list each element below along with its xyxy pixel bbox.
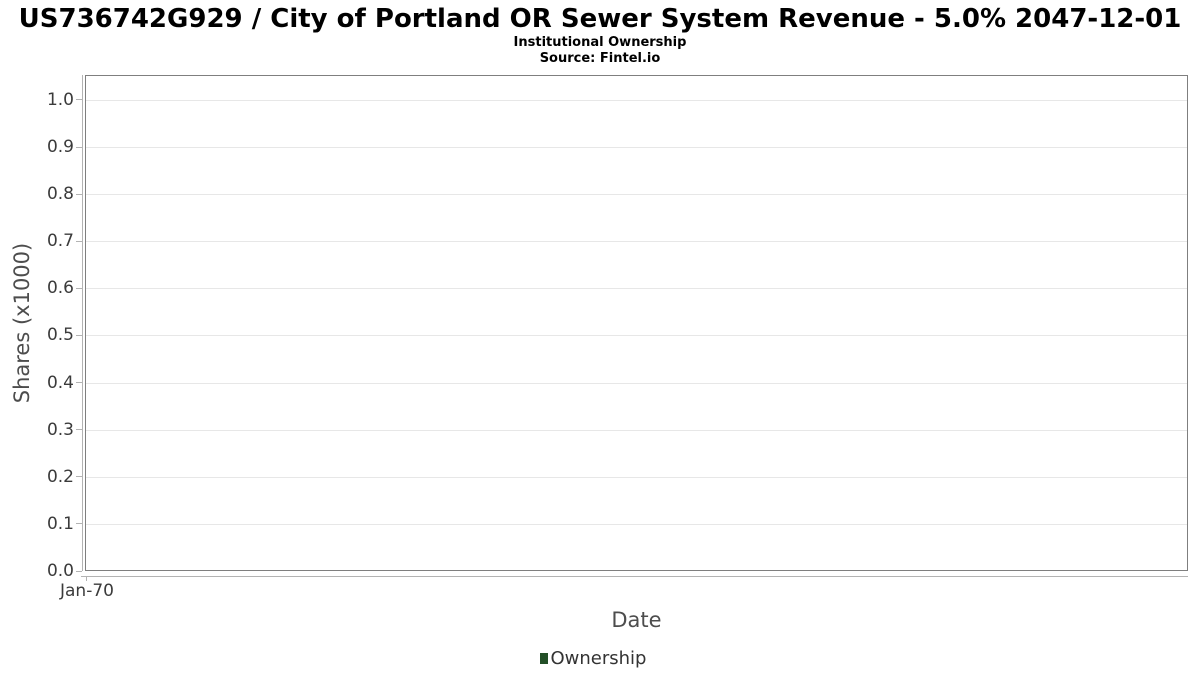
y-tick-mark	[76, 287, 82, 289]
x-tick-mark	[86, 577, 87, 581]
y-tick-label: 1.0	[46, 89, 74, 110]
gridline	[86, 241, 1187, 243]
chart-source: Source: Fintel.io	[539, 51, 661, 66]
gridline	[86, 476, 1187, 478]
legend-item-ownership[interactable]: Ownership	[0, 646, 1186, 670]
chart-subtitle: Institutional Ownership	[513, 35, 687, 50]
y-tick-mark	[76, 570, 82, 572]
gridline	[86, 523, 1187, 525]
gridline	[86, 194, 1187, 196]
chart-title: US736742G929 / City of Portland OR Sewer…	[18, 4, 1182, 34]
y-tick-label: 0.8	[46, 184, 74, 205]
y-tick-mark	[76, 523, 82, 525]
y-axis-line	[82, 75, 83, 571]
y-tick-label: 0.0	[46, 561, 74, 581]
x-axis-line	[81, 576, 1188, 577]
x-tick-label: Jan-70	[60, 581, 114, 601]
gridline	[86, 99, 1187, 101]
y-tick-label: 0.3	[46, 419, 74, 440]
y-tick-label: 0.5	[46, 325, 74, 346]
y-tick-label: 0.6	[46, 278, 74, 299]
y-tick-mark	[76, 334, 82, 336]
legend-label: Ownership	[550, 647, 647, 669]
y-axis: 0.0 0.1 0.2 0.3 0.4 0.5 0.6 0.7 0.8 0.9 1.0	[0, 75, 85, 581]
y-tick-mark	[76, 382, 82, 384]
gridline	[86, 147, 1187, 149]
y-tick-mark	[76, 99, 82, 101]
gridline	[86, 288, 1187, 290]
x-axis-label: Date	[611, 608, 662, 632]
legend-swatch-icon	[539, 652, 548, 664]
y-tick-mark	[76, 146, 82, 148]
y-tick-mark	[76, 429, 82, 431]
y-tick-label: 0.4	[46, 372, 74, 393]
gridline	[86, 429, 1187, 431]
gridline	[86, 335, 1187, 337]
y-tick-label: 0.9	[46, 137, 74, 158]
y-tick-label: 0.2	[46, 466, 74, 487]
y-tick-label: 0.7	[46, 231, 74, 252]
y-tick-mark	[76, 476, 82, 478]
gridline	[86, 382, 1187, 384]
y-tick-label: 0.1	[46, 513, 74, 534]
y-tick-mark	[76, 193, 82, 195]
plot-area	[85, 75, 1188, 571]
y-tick-mark	[76, 240, 82, 242]
